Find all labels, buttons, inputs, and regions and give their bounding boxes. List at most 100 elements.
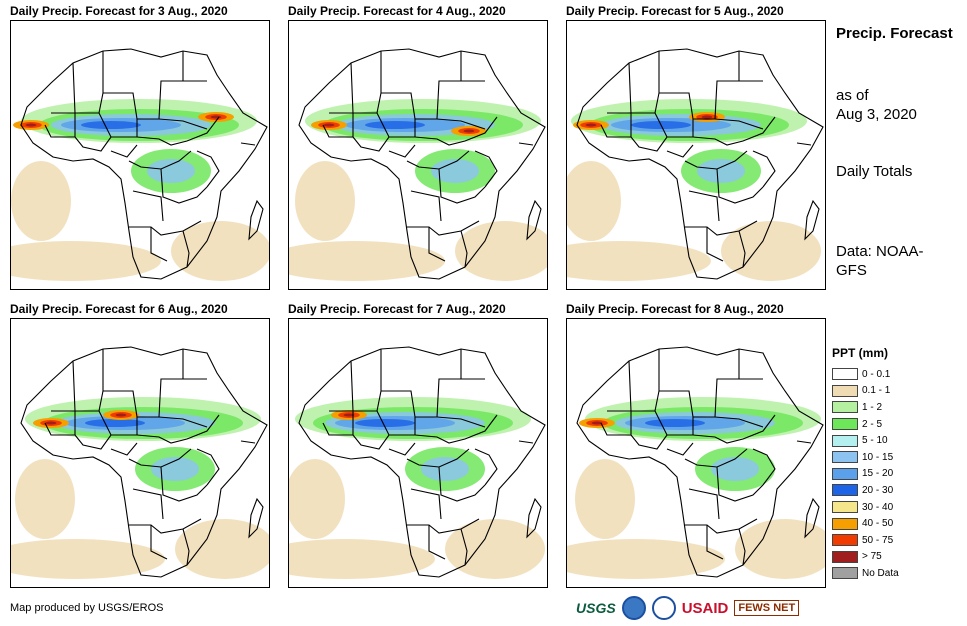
precip-area: [355, 419, 415, 427]
legend-swatch: [832, 567, 858, 580]
as-of-date: Aug 3, 2020: [836, 106, 917, 123]
legend-item: 1 - 2: [832, 399, 952, 416]
panel-title: Daily Precip. Forecast for 6 Aug., 2020: [10, 302, 228, 316]
forecast-panel-day-2: Daily Precip. Forecast for 4 Aug., 2020: [288, 4, 550, 290]
heavy-precip-area: [591, 421, 603, 425]
precip-map: [566, 20, 826, 290]
legend-item: 50 - 75: [832, 532, 952, 549]
legend-swatch: [832, 451, 858, 464]
legend-label: 2 - 5: [862, 418, 883, 430]
precip-area: [11, 161, 71, 241]
precip-map: [288, 318, 548, 588]
legend-item: 15 - 20: [832, 466, 952, 483]
panel-title: Daily Precip. Forecast for 8 Aug., 2020: [566, 302, 784, 316]
partner-logos: USGS USAID FEWS NET: [576, 596, 800, 620]
legend-label: 10 - 15: [862, 451, 894, 463]
legend-item: 20 - 30: [832, 482, 952, 499]
precip-area: [697, 159, 745, 183]
precip-area: [289, 539, 435, 579]
legend-swatch: [832, 467, 858, 480]
heavy-precip-area: [323, 123, 335, 127]
precip-area: [455, 221, 547, 281]
precip-area: [575, 459, 635, 539]
legend-title: PPT (mm): [832, 346, 889, 360]
legend-swatch: [832, 534, 858, 547]
precip-area: [295, 161, 355, 241]
precip-area: [711, 457, 759, 481]
legend-swatch: [832, 434, 858, 447]
precip-area: [721, 221, 821, 281]
usaid-seal-icon: [651, 596, 676, 620]
precip-area: [289, 241, 445, 281]
legend-label: 15 - 20: [862, 468, 894, 480]
legend-swatch: [832, 501, 858, 514]
legend-label: 5 - 10: [862, 435, 888, 447]
precip-area: [445, 519, 545, 579]
legend-swatch: [832, 550, 858, 563]
heavy-precip-area: [701, 115, 713, 119]
panel-title: Daily Precip. Forecast for 7 Aug., 2020: [288, 302, 506, 316]
daily-totals-label: Daily Totals: [836, 163, 913, 180]
precip-area: [147, 159, 195, 183]
precip-area: [289, 459, 345, 539]
forecast-panel-day-1: Daily Precip. Forecast for 3 Aug., 2020: [10, 4, 272, 290]
forecast-panel-day-5: Daily Precip. Forecast for 7 Aug., 2020: [288, 302, 550, 588]
legend-swatch: [832, 517, 858, 530]
legend-swatch: [832, 401, 858, 414]
as-of-label: as of: [836, 87, 869, 104]
heavy-precip-area: [115, 413, 127, 417]
legend-label: > 75: [862, 551, 882, 563]
panel-title: Daily Precip. Forecast for 5 Aug., 2020: [566, 4, 784, 18]
side-title: Precip. Forecast: [836, 25, 953, 42]
precip-area: [151, 457, 199, 481]
legend-item: 2 - 5: [832, 416, 952, 433]
precip-map: [10, 20, 270, 290]
heavy-precip-area: [463, 129, 475, 133]
precip-area: [421, 457, 469, 481]
heavy-precip-area: [25, 123, 37, 127]
heavy-precip-area: [45, 421, 57, 425]
precip-area: [171, 221, 269, 281]
legend-label: 0.1 - 1: [862, 385, 891, 397]
heavy-precip-area: [343, 413, 355, 417]
fews-net-logo: FEWS NET: [734, 600, 800, 616]
legend-label: 40 - 50: [862, 518, 894, 530]
precip-map: [288, 20, 548, 290]
usgs-logo: USGS: [576, 600, 616, 616]
forecast-panel-day-3: Daily Precip. Forecast for 5 Aug., 2020: [566, 4, 828, 290]
legend-item: 40 - 50: [832, 515, 952, 532]
usaid-logo: USAID: [681, 599, 729, 617]
precip-area: [645, 419, 705, 427]
legend-item: 30 - 40: [832, 499, 952, 516]
legend-item: No Data: [832, 565, 952, 582]
precip-area: [11, 241, 161, 281]
legend: PPT (mm) 0 - 0.1 0.1 - 1 1 - 2 2 - 5 5 - 10 1…: [832, 346, 952, 582]
precip-area: [81, 121, 141, 129]
precip-area: [11, 539, 165, 579]
legend-item: 5 - 10: [832, 432, 952, 449]
map-credit: Map produced by USGS/EROS: [10, 602, 164, 614]
precip-area: [85, 419, 145, 427]
legend-label: 30 - 40: [862, 501, 894, 513]
precip-area: [175, 519, 269, 579]
forecast-panel-day-6: Daily Precip. Forecast for 8 Aug., 2020: [566, 302, 828, 588]
legend-item: > 75: [832, 549, 952, 566]
data-source-label: Data: NOAA-GFS: [836, 243, 924, 279]
legend-item: 10 - 15: [832, 449, 952, 466]
precip-area: [567, 161, 621, 241]
legend-item: 0 - 0.1: [832, 366, 952, 383]
panel-title: Daily Precip. Forecast for 3 Aug., 2020: [10, 4, 228, 18]
heavy-precip-area: [585, 123, 597, 127]
precip-map: [566, 318, 826, 588]
legend-label: 1 - 2: [862, 401, 883, 413]
legend-label: 0 - 0.1: [862, 368, 891, 380]
precip-area: [431, 159, 479, 183]
precip-area: [15, 459, 75, 539]
legend-label: No Data: [862, 567, 899, 579]
heavy-precip-area: [210, 115, 222, 119]
precip-area: [567, 539, 725, 579]
panel-title: Daily Precip. Forecast for 4 Aug., 2020: [288, 4, 506, 18]
legend-label: 20 - 30: [862, 484, 894, 496]
precip-map: [10, 318, 270, 588]
precip-area: [567, 241, 711, 281]
